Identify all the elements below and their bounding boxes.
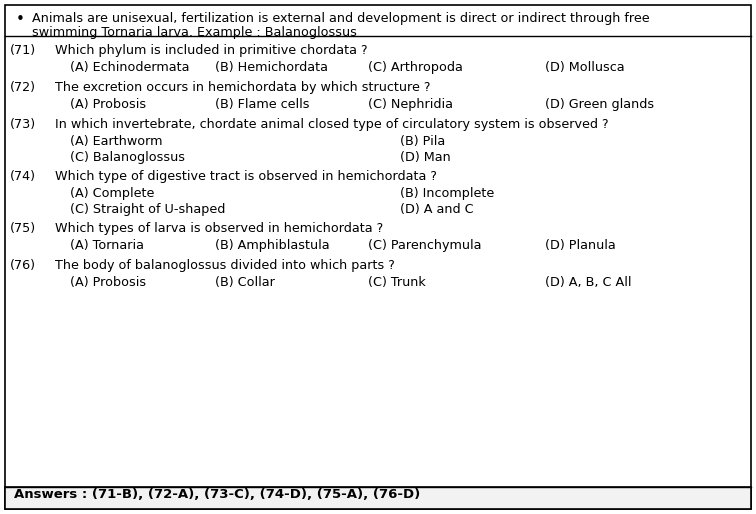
Text: (76): (76) <box>10 259 36 272</box>
Text: (C) Balanoglossus: (C) Balanoglossus <box>70 151 185 164</box>
Text: (74): (74) <box>10 170 36 183</box>
Text: Answers : (71-B), (72-A), (73-C), (74-D), (75-A), (76-D): Answers : (71-B), (72-A), (73-C), (74-D)… <box>14 488 420 501</box>
Text: (A) Tornaria: (A) Tornaria <box>70 239 144 252</box>
FancyBboxPatch shape <box>5 487 751 509</box>
Text: (D) Mollusca: (D) Mollusca <box>545 61 624 74</box>
Text: (73): (73) <box>10 118 36 131</box>
Text: •: • <box>16 12 25 27</box>
Text: In which invertebrate, chordate animal closed type of circulatory system is obse: In which invertebrate, chordate animal c… <box>55 118 609 131</box>
Text: (A) Probosis: (A) Probosis <box>70 98 146 111</box>
Text: (D) A, B, C All: (D) A, B, C All <box>545 276 631 289</box>
Text: (D) Green glands: (D) Green glands <box>545 98 654 111</box>
Text: (B) Hemichordata: (B) Hemichordata <box>215 61 328 74</box>
Text: (C) Parenchymula: (C) Parenchymula <box>368 239 482 252</box>
Text: (A) Earthworm: (A) Earthworm <box>70 135 163 148</box>
Text: (71): (71) <box>10 44 36 57</box>
Text: Which types of larva is observed in hemichordata ?: Which types of larva is observed in hemi… <box>55 222 383 235</box>
Text: (D) Man: (D) Man <box>400 151 451 164</box>
Text: swimming Tornaria larva. Example : Balanoglossus: swimming Tornaria larva. Example : Balan… <box>32 26 357 39</box>
Text: The body of balanoglossus divided into which parts ?: The body of balanoglossus divided into w… <box>55 259 395 272</box>
Text: (C) Trunk: (C) Trunk <box>368 276 426 289</box>
Text: (A) Probosis: (A) Probosis <box>70 276 146 289</box>
FancyBboxPatch shape <box>5 5 751 509</box>
Text: (D) Planula: (D) Planula <box>545 239 615 252</box>
Text: (72): (72) <box>10 81 36 94</box>
Text: (B) Flame cells: (B) Flame cells <box>215 98 309 111</box>
Text: (C) Straight of U-shaped: (C) Straight of U-shaped <box>70 203 225 216</box>
Text: (D) A and C: (D) A and C <box>400 203 473 216</box>
Text: Animals are unisexual, fertilization is external and development is direct or in: Animals are unisexual, fertilization is … <box>32 12 649 25</box>
Text: (C) Arthropoda: (C) Arthropoda <box>368 61 463 74</box>
Text: Which type of digestive tract is observed in hemichordata ?: Which type of digestive tract is observe… <box>55 170 437 183</box>
Text: (75): (75) <box>10 222 36 235</box>
Text: (A) Echinodermata: (A) Echinodermata <box>70 61 190 74</box>
Text: (C) Nephridia: (C) Nephridia <box>368 98 453 111</box>
Text: (A) Complete: (A) Complete <box>70 187 154 200</box>
Text: (B) Amphiblastula: (B) Amphiblastula <box>215 239 330 252</box>
Text: (B) Collar: (B) Collar <box>215 276 275 289</box>
Text: The excretion occurs in hemichordata by which structure ?: The excretion occurs in hemichordata by … <box>55 81 430 94</box>
Text: (B) Incomplete: (B) Incomplete <box>400 187 494 200</box>
Text: Which phylum is included in primitive chordata ?: Which phylum is included in primitive ch… <box>55 44 367 57</box>
Text: (B) Pila: (B) Pila <box>400 135 445 148</box>
